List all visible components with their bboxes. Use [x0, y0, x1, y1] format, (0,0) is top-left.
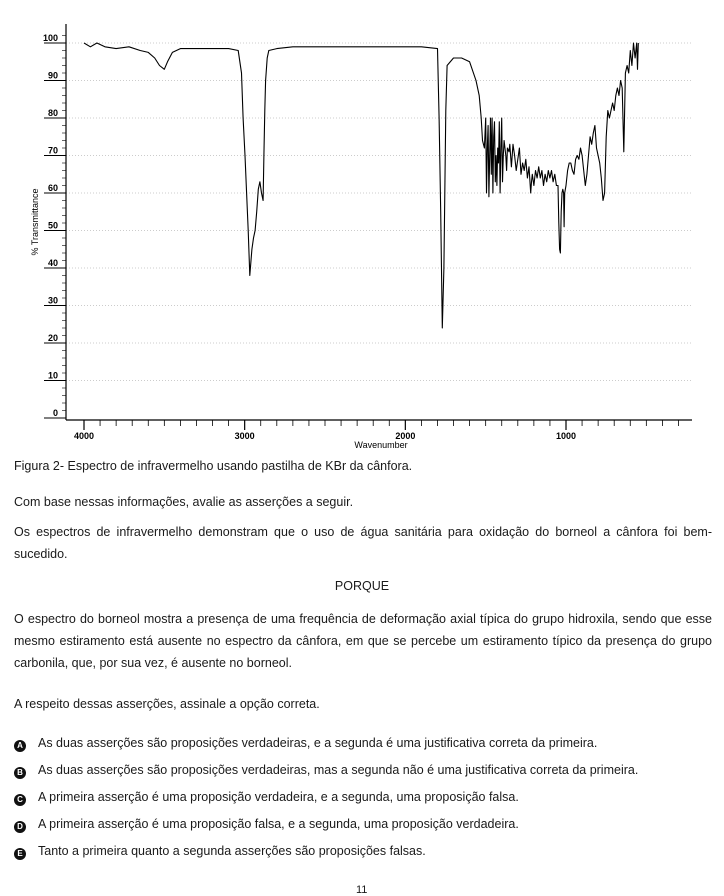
y-tick-label: 0 — [53, 408, 58, 418]
x-tick-label: 4000 — [74, 431, 94, 441]
spectrum-line — [83, 42, 639, 329]
y-axis-ticks: 0 10 20 30 40 50 60 70 80 90 100 — [43, 33, 66, 419]
option-b-text: As duas asserções são proposições verdad… — [38, 763, 639, 777]
option-d[interactable]: D A primeira asserção é uma proposição fa… — [14, 816, 519, 833]
y-tick-label: 60 — [48, 183, 58, 193]
assertion-two: O espectro do borneol mostra a presença … — [14, 612, 712, 670]
y-tick-label: 90 — [48, 71, 58, 81]
y-tick-label: 10 — [48, 371, 58, 381]
option-b-letter-icon: B — [14, 767, 26, 779]
option-a-text: As duas asserções são proposições verdad… — [38, 736, 598, 750]
y-tick-label: 30 — [48, 296, 58, 306]
x-axis-ticks: 4000 3000 2000 1000 — [74, 420, 679, 441]
y-tick-label: 100 — [43, 33, 58, 43]
option-b[interactable]: B As duas asserções são proposições verda… — [14, 762, 639, 779]
option-a[interactable]: A As duas asserções são proposições verda… — [14, 735, 598, 752]
option-c-text: A primeira asserção é uma proposição ver… — [38, 790, 519, 804]
x-tick-label: 3000 — [235, 431, 255, 441]
option-e-letter-icon: E — [14, 848, 26, 860]
figure-caption: Figura 2- Espectro de infravermelho usan… — [14, 459, 413, 473]
assertion-one: Os espectros de infravermelho demonstram… — [14, 525, 712, 561]
connector-porque: PORQUE — [334, 579, 390, 593]
y-tick-label: 50 — [48, 221, 58, 231]
question-text: A respeito dessas asserções, assinale a … — [14, 697, 320, 711]
y-axis-label: % Transmittance — [30, 188, 40, 255]
option-d-text: A primeira asserção é uma proposição fal… — [38, 817, 519, 831]
x-axis-label: Wavenumber — [354, 440, 407, 450]
y-tick-label: 70 — [48, 146, 58, 156]
y-tick-label: 40 — [48, 258, 58, 268]
option-e[interactable]: E Tanto a primeira quanto a segunda asser… — [14, 843, 426, 860]
y-tick-label: 20 — [48, 333, 58, 343]
option-a-letter-icon: A — [14, 740, 26, 752]
option-d-letter-icon: D — [14, 821, 26, 833]
x-tick-label: 2000 — [395, 431, 415, 441]
option-c[interactable]: C A primeira asserção é uma proposição ve… — [14, 789, 519, 806]
chart-axes — [65, 24, 692, 421]
y-tick-label: 80 — [48, 108, 58, 118]
intro-text: Com base nessas informações, avalie as a… — [14, 495, 354, 509]
page-number: 11 — [356, 884, 368, 896]
chart-grid — [66, 42, 692, 381]
option-e-text: Tanto a primeira quanto a segunda asserç… — [38, 844, 426, 858]
option-c-letter-icon: C — [14, 794, 26, 806]
x-tick-label: 1000 — [556, 431, 576, 441]
